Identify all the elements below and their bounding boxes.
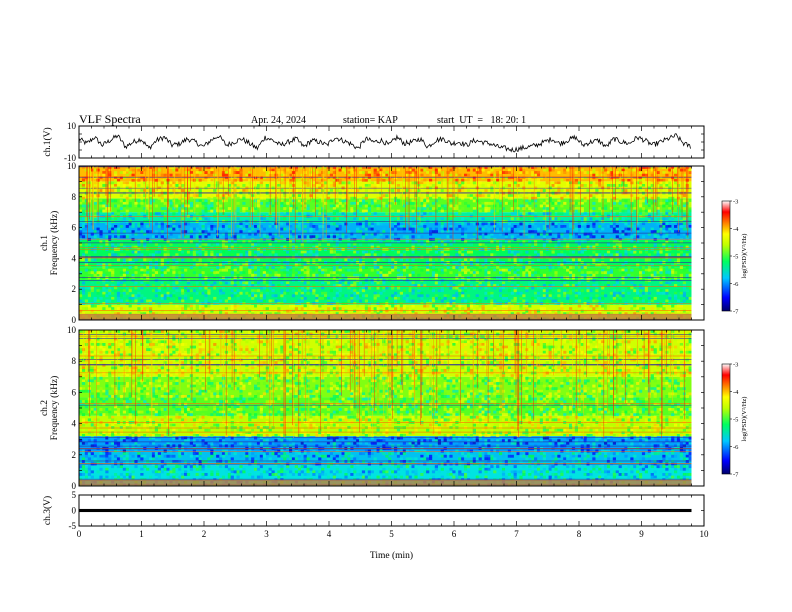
ch3-waveform-frame	[78, 494, 705, 527]
y-tick-label: 4	[72, 419, 77, 429]
y-axis-label: ch.3(V)	[42, 496, 53, 525]
x-tick-label: 0	[77, 529, 82, 539]
date-label: Apr. 24, 2024	[251, 115, 306, 126]
y-tick-label: 10	[67, 161, 77, 171]
x-tick-label: 5	[389, 529, 394, 539]
x-tick-label: 4	[327, 529, 332, 539]
colorbar-scale	[721, 363, 731, 475]
spectrogram-frame	[78, 165, 705, 321]
spectrogram-frame	[78, 329, 705, 487]
y-axis-label: ch.2Frequency (kHz)	[40, 376, 60, 441]
y-axis-label: ch.1Frequency (kHz)	[40, 211, 60, 276]
y-tick-label: -5	[69, 521, 77, 531]
colorbar-tick-label: -4	[733, 389, 739, 396]
start-time-label: start UT = 18: 20: 1	[437, 115, 526, 126]
x-axis-label: Time (min)	[370, 550, 413, 561]
x-tick-label: 9	[639, 529, 644, 539]
x-tick-label: 8	[577, 529, 582, 539]
y-tick-label: 8	[72, 192, 77, 202]
low-frequency-band	[79, 313, 692, 320]
y-tick-label: 0	[72, 506, 77, 516]
y-tick-label: 5	[72, 490, 77, 500]
x-tick-label: 7	[514, 529, 519, 539]
ch2-colorbar: -7 -6 -5 -4 -3 log(PSD)(V²/Hz)	[721, 362, 748, 479]
figure-title: VLF Spectra	[79, 112, 141, 126]
no-data-region	[691, 166, 704, 320]
ch1-waveform-line	[78, 133, 691, 153]
colorbar-label: log(PSD)(V²/Hz)	[741, 234, 748, 279]
y-tick-label: 2	[72, 284, 77, 294]
x-tick-label: 2	[202, 529, 207, 539]
x-tick-label: 10	[700, 529, 710, 539]
ch3-waveform-band	[79, 508, 692, 513]
x-tick-label: 3	[264, 529, 269, 539]
x-tick-label: 1	[139, 529, 144, 539]
station-label: station= KAP	[343, 115, 398, 126]
colorbar-tick-label: -6	[733, 444, 739, 451]
colorbar-scale	[721, 200, 731, 312]
y-tick-label: 10	[67, 325, 77, 335]
ch1-spectrogram-panel: 0 2 4 6 8 10 ch.1Frequency (kHz)	[40, 161, 705, 325]
spectral-band	[79, 212, 692, 223]
y-axis-label: ch.1(V)	[42, 127, 53, 156]
y-tick-label: 6	[72, 223, 77, 233]
no-data-region	[691, 330, 704, 486]
colorbar-tick-label: -3	[733, 362, 738, 369]
ch1-colorbar: -7 -6 -5 -4 -3 log(PSD)(V²/Hz)	[721, 199, 748, 316]
colorbar-tick-label: -3	[733, 199, 738, 206]
colorbar-tick-label: -5	[733, 254, 738, 261]
colorbar-tick-label: -4	[733, 226, 739, 233]
spectral-texture	[79, 330, 692, 487]
y-tick-label: 8	[72, 356, 77, 366]
ch2-spectrogram-panel: 0 2 4 6 8 10 ch.2Frequency (kHz)	[40, 325, 705, 491]
colorbar-tick-label: -6	[733, 281, 739, 288]
y-tick-label: 10	[67, 121, 77, 131]
y-tick-label: 0	[72, 481, 77, 491]
ch1-waveform-frame	[78, 125, 705, 159]
colorbar-tick-label: -7	[733, 472, 739, 479]
y-tick-label: 4	[72, 253, 77, 263]
y-tick-label: 6	[72, 387, 77, 397]
colorbar-label: log(PSD)(V²/Hz)	[741, 397, 748, 442]
colorbar-tick-label: -7	[733, 309, 739, 316]
colorbar-tick-label: -5	[733, 417, 738, 424]
y-tick-label: -10	[64, 153, 76, 163]
y-tick-label: 0	[72, 315, 77, 325]
ch1-waveform-panel: 10 -10 ch.1(V)	[42, 121, 705, 163]
low-frequency-band	[79, 479, 692, 486]
x-tick-label: 6	[452, 529, 457, 539]
y-tick-label: 2	[72, 450, 77, 460]
